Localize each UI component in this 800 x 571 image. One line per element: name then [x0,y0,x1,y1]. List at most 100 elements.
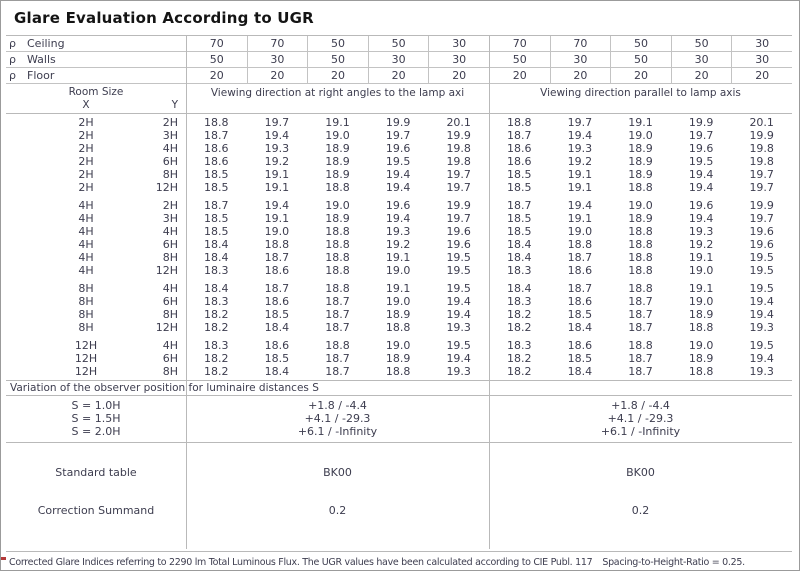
ugr-value-left: 18.7 [325,295,350,308]
table-header-row: Room Size X Y Viewing direction at right… [6,84,792,114]
ugr-value-right: 19.7 [567,116,593,129]
ugr-value-left: 18.8 [325,238,350,251]
ugr-value-right: 18.9 [628,142,653,155]
ugr-value-left: 18.9 [325,142,350,155]
room-size-y: 8H [162,308,178,321]
ugr-value-left: 18.5 [204,181,229,194]
ugr-value-right: 18.6 [567,264,593,277]
summary-value-left: BK00 [323,465,352,479]
room-size-y: 2H [162,199,178,212]
ugr-row: 8H 8H 18.2 18.5 18.7 18.9 19.4 18.2 18.5 18.7 18.9… [6,308,792,321]
ugr-value-right: 19.7 [749,168,774,181]
ugr-value-right: 18.4 [507,282,532,295]
ugr-value-right: 18.4 [507,238,532,251]
ugr-value-left: 19.0 [385,339,411,352]
ugr-row: 2H 12H 18.5 19.1 18.8 19.4 19.7 18.5 19.1 18.8 19.… [6,181,792,194]
reflectance-row: ρ Floor 20 20 20 20 20 20 20 20 20 20 [6,68,792,84]
room-size-x: 4H [78,212,94,225]
reflectance-value: 50 [670,36,732,51]
ugr-value-left: 19.8 [446,155,471,168]
ugr-value-right: 19.5 [749,339,774,352]
ugr-value-left: 18.6 [264,264,290,277]
spacing-value-left: +4.1 / -29.3 [304,412,371,425]
ugr-value-right: 18.5 [507,212,532,225]
room-size-y: 6H [162,155,178,168]
ugr-value-right: 18.7 [628,308,653,321]
reflectance-value: 20 [428,68,489,83]
room-size-y: 4H [162,225,178,238]
ugr-value-left: 18.8 [325,181,350,194]
reflectance-label: ρ Walls [6,53,186,66]
ugr-row: 12H 8H 18.2 18.4 18.7 18.8 19.3 18.2 18.4 18.7 18.… [6,365,792,378]
ugr-value-right: 19.5 [749,282,774,295]
ugr-row: 4H 4H 18.5 19.0 18.8 19.3 19.6 18.5 19.0 18.8 19.3… [6,225,792,238]
ugr-value-left: 19.0 [385,264,411,277]
ugr-value-left: 19.4 [264,199,290,212]
ugr-value-right: 18.5 [567,308,593,321]
room-size-label: Room Size [68,86,124,98]
ugr-row: 4H 2H 18.7 19.4 19.0 19.6 19.9 18.7 19.4 19.0 19.6… [6,199,792,212]
ugr-value-left: 18.5 [204,212,229,225]
reflectance-value: 20 [246,68,308,83]
ugr-value-left: 18.2 [204,352,229,365]
ugr-value-left: 19.1 [385,251,411,264]
ugr-value-left: 19.0 [264,225,290,238]
room-size-x: 8H [78,282,94,295]
ugr-value-left: 18.7 [264,282,290,295]
summary-value-right: 0.2 [631,503,650,517]
ugr-value-left: 19.4 [385,212,411,225]
spacing-section: S = 1.0H +1.8 / -4.4 +1.8 / -4.4 S = 1.5H +4… [6,396,792,443]
ugr-value-right: 18.7 [567,251,593,264]
ugr-value-left: 19.7 [446,181,471,194]
reflectance-value: 30 [549,52,611,67]
summary-value-left: 0.2 [328,503,347,517]
ugr-value-right: 18.8 [507,116,532,129]
ugr-value-right: 18.8 [628,251,653,264]
ugr-value-right: 19.5 [749,264,774,277]
ugr-value-left: 18.7 [325,352,350,365]
ugr-value-right: 18.8 [628,264,653,277]
ugr-value-left: 18.5 [264,352,290,365]
ugr-value-left: 19.5 [446,282,471,295]
ugr-value-right: 19.9 [749,129,774,142]
reflectance-value: 30 [731,36,792,51]
spacing-value-right: +1.8 / -4.4 [611,399,670,412]
ugr-value-right: 18.5 [507,168,532,181]
ugr-value-left: 19.7 [446,212,471,225]
room-size-x: 2H [78,129,94,142]
ugr-value-right: 18.8 [567,238,593,251]
room-size-y: 8H [162,168,178,181]
reflectance-value: 50 [367,36,429,51]
ugr-value-left: 18.3 [204,339,229,352]
ugr-value-right: 18.4 [567,365,593,378]
ugr-value-left: 18.4 [204,251,229,264]
ugr-value-right: 19.1 [688,251,714,264]
ugr-value-right: 19.4 [688,168,714,181]
ugr-value-left: 18.2 [204,321,229,334]
room-size-y: 4H [162,282,178,295]
ugr-value-right: 19.4 [749,308,774,321]
ugr-value-left: 18.4 [204,282,229,295]
ugr-value-right: 19.6 [749,238,774,251]
report-title: Glare Evaluation According to UGR [14,9,314,27]
section-divider-middle [489,36,490,549]
ugr-value-left: 19.0 [325,199,350,212]
room-size-x: 2H [78,116,94,129]
left-section-title: Viewing direction at right angles to the… [210,87,465,99]
ugr-value-right: 19.4 [688,181,714,194]
ugr-value-left: 19.1 [264,181,290,194]
reflectance-value: 30 [670,52,732,67]
ugr-value-left: 18.6 [204,155,229,168]
ugr-value-right: 19.1 [688,282,714,295]
ugr-value-right: 19.0 [628,199,653,212]
ugr-value-left: 18.4 [204,238,229,251]
ugr-value-left: 19.3 [446,365,471,378]
ugr-value-left: 18.7 [264,251,290,264]
ugr-value-left: 19.0 [325,129,350,142]
ugr-value-left: 18.8 [325,264,350,277]
ugr-value-right: 19.3 [688,225,714,238]
ugr-value-left: 18.8 [385,365,411,378]
reflectance-value: 30 [428,52,489,67]
ugr-value-left: 19.3 [446,321,471,334]
ugr-value-left: 18.9 [385,308,411,321]
